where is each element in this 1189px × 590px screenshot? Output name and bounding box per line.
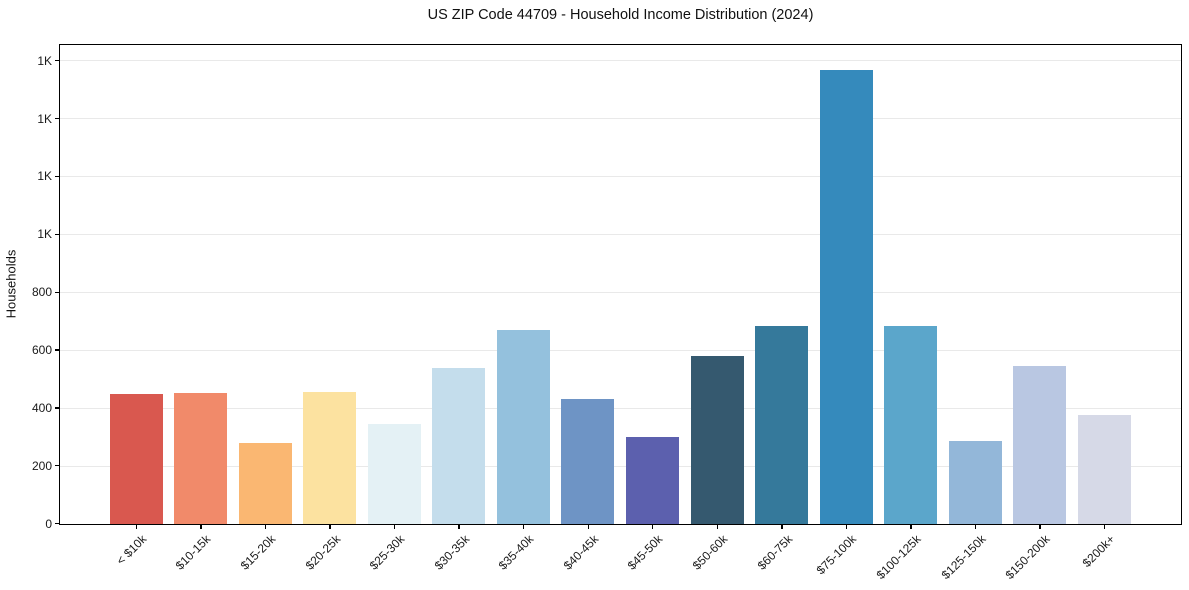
ytick-mark	[55, 233, 59, 235]
xtick-mark	[910, 525, 912, 529]
xtick-mark	[329, 525, 331, 529]
ytick-label: 1K	[37, 53, 52, 68]
xtick-label: $25-30k	[366, 532, 408, 573]
xtick-label: $150-200k	[1003, 532, 1054, 583]
ytick-label: 1K	[37, 227, 52, 242]
bar-$150-200k	[1013, 365, 1067, 524]
xtick-mark	[523, 525, 525, 529]
ytick-mark	[55, 407, 59, 409]
ytick-label: 200	[31, 458, 52, 473]
ytick-label: 0	[45, 516, 52, 531]
ytick-mark	[55, 349, 59, 351]
xtick-label: $75-100k	[814, 532, 860, 578]
ytick-mark	[55, 291, 59, 293]
xtick-label: $15-20k	[237, 532, 279, 573]
gridline-y-1K	[60, 176, 1181, 178]
xtick-label: $125-150k	[938, 532, 989, 583]
bar-$60-75k	[755, 326, 809, 524]
plot-area	[59, 44, 1182, 525]
xtick-label: $50-60k	[689, 532, 731, 573]
xtick-label: $20-25k	[302, 532, 343, 573]
gridline-y-600	[60, 349, 1181, 351]
xtick-label: $35-40k	[495, 532, 537, 573]
gridline-y-200	[60, 465, 1181, 467]
xtick-label: $100-125k	[873, 532, 924, 583]
bar-< $10k	[109, 394, 163, 524]
bar-$10-15k	[174, 393, 228, 524]
ytick-label: 400	[31, 400, 52, 415]
xtick-mark	[458, 525, 460, 529]
xtick-mark	[264, 525, 267, 529]
xtick-mark	[200, 525, 202, 529]
bar-$200k+	[1077, 415, 1131, 524]
chart-title: US ZIP Code 44709 - Household Income Dis…	[427, 7, 814, 23]
xtick-label: $200k+	[1079, 532, 1118, 570]
ytick-mark	[55, 59, 59, 62]
xtick-mark	[716, 525, 718, 529]
xtick-mark	[781, 525, 783, 529]
ytick-label: 600	[31, 343, 52, 358]
xtick-label: < $10k	[113, 532, 150, 568]
bar-$75-100k	[819, 69, 873, 524]
xtick-label: $60-75k	[754, 532, 795, 573]
xtick-mark	[845, 525, 848, 529]
ytick-mark	[55, 465, 59, 467]
xtick-label: $30-35k	[431, 532, 472, 573]
bar-$100-125k	[884, 326, 938, 524]
ytick-mark	[55, 117, 59, 120]
bar-$35-40k	[496, 329, 550, 524]
bar-$50-60k	[690, 355, 744, 524]
bar-$125-150k	[948, 440, 1002, 524]
xtick-mark	[974, 525, 977, 529]
xtick-mark	[393, 525, 396, 529]
ytick-label: 800	[31, 285, 52, 300]
ytick-mark	[55, 175, 59, 178]
xtick-mark	[1104, 525, 1106, 529]
bar-$40-45k	[561, 398, 615, 524]
bar-$30-35k	[432, 368, 486, 524]
bar-$20-25k	[303, 392, 357, 524]
gridline-y-400	[60, 407, 1181, 409]
xtick-mark	[587, 525, 589, 529]
gridline-y-1K	[60, 118, 1181, 120]
bar-$45-50k	[625, 437, 679, 524]
ytick-label: 1K	[37, 169, 52, 184]
bar-$25-30k	[367, 424, 421, 524]
ytick-mark	[55, 523, 59, 525]
gridline-y-1K	[60, 60, 1181, 62]
xtick-mark	[1039, 525, 1041, 529]
ytick-label: 1K	[37, 111, 52, 126]
xtick-mark	[135, 525, 137, 529]
xtick-mark	[652, 525, 654, 529]
gridline-y-800	[60, 291, 1181, 293]
xtick-label: $10-15k	[173, 532, 214, 573]
xtick-label: $40-45k	[560, 532, 602, 573]
gridline-y-1K	[60, 234, 1181, 236]
y-axis-title: Households	[3, 249, 19, 319]
xtick-label: $45-50k	[625, 532, 666, 573]
bar-$15-20k	[238, 442, 292, 524]
